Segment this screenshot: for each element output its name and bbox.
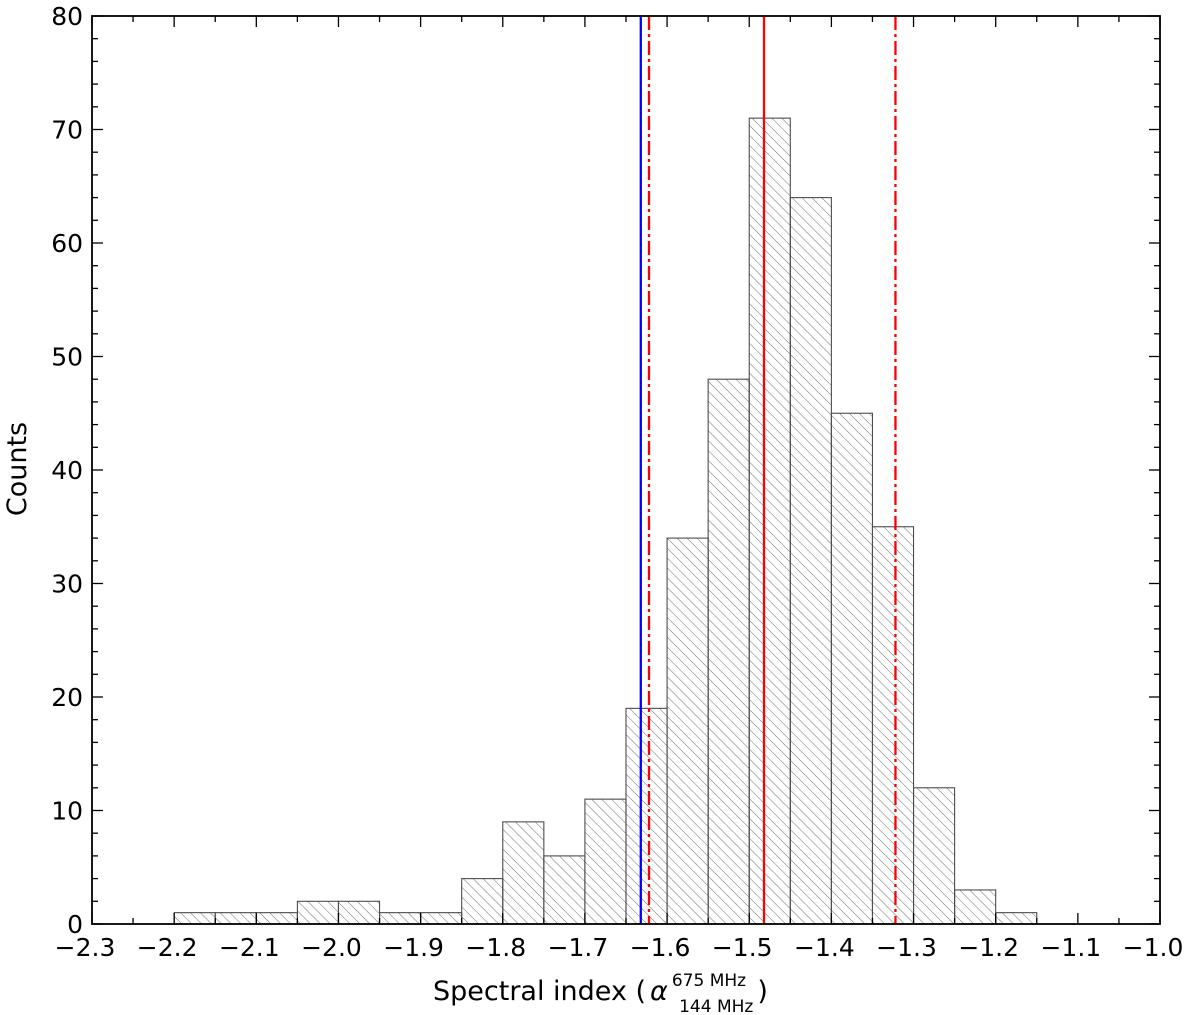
histogram-bar: [255, 912, 298, 925]
x-tick-label: −1.2: [958, 933, 1019, 962]
histogram-bar: [337, 900, 381, 925]
y-tick-label: 50: [51, 343, 83, 372]
histogram-bar: [584, 798, 627, 925]
histogram-bar: [420, 912, 463, 925]
x-axis-label-superscript: 675 MHz: [672, 971, 746, 991]
histogram-bar: [912, 787, 956, 925]
x-axis-label-subscript: 144 MHz: [679, 997, 753, 1015]
histogram-bar: [543, 855, 586, 925]
histogram-bars: [173, 117, 1038, 925]
x-tick-label: −1.8: [465, 933, 526, 962]
x-tick-label: −1.0: [1123, 933, 1184, 962]
histogram-bar: [666, 537, 709, 925]
x-tick-label: −2.2: [137, 933, 198, 962]
y-tick-label: 70: [51, 116, 83, 145]
y-tick-label: 10: [51, 797, 83, 826]
x-tick-label: −1.5: [712, 933, 773, 962]
histogram-bar: [173, 912, 216, 925]
x-tick-label: −1.7: [548, 933, 609, 962]
histogram-bar: [789, 197, 832, 925]
histogram-bar: [214, 912, 257, 925]
y-tick-label: 40: [51, 456, 83, 485]
histogram-bar: [954, 889, 997, 925]
y-tick-label: 60: [51, 229, 83, 258]
x-axis-label: Spectral index ( α 675 MHz 144 MHz ): [433, 971, 768, 1015]
histogram-bar: [995, 912, 1038, 925]
y-tick-label: 30: [51, 570, 83, 599]
x-tick-labels: −2.3 −2.2 −2.1 −2.0 −1.9 −1.8 −1.7 −1.6 −1.5 −1.4…: [55, 933, 1184, 962]
axis-ticks: [91, 15, 1161, 925]
x-tick-label: −2.0: [301, 933, 362, 962]
reference-lines: [639, 16, 897, 924]
y-tick-label: 80: [51, 2, 83, 31]
histogram-bar: [871, 526, 915, 925]
histogram-bar: [378, 912, 422, 925]
x-axis-label-suffix: ): [757, 976, 768, 1007]
x-tick-label: −1.6: [630, 933, 691, 962]
histogram-bar: [461, 878, 504, 925]
y-tick-label: 0: [67, 910, 83, 939]
histogram-bar: [625, 707, 668, 925]
x-tick-label: −1.9: [383, 933, 444, 962]
x-tick-label: −1.4: [794, 933, 855, 962]
histogram-bar: [830, 412, 874, 925]
histogram-bar: [296, 900, 340, 925]
x-tick-label: −1.1: [1040, 933, 1101, 962]
x-axis-label-symbol: α: [650, 976, 668, 1007]
x-tick-label: −2.3: [55, 933, 116, 962]
x-axis-label-prefix: Spectral index (: [433, 976, 646, 1007]
y-tick-label: 20: [51, 683, 83, 712]
y-tick-labels: 0 10 20 30 40 50 60 70 80: [51, 2, 83, 939]
x-tick-label: −1.3: [876, 933, 937, 962]
y-axis-label: Counts: [2, 422, 33, 516]
histogram-bar: [748, 117, 791, 925]
histogram-bar: [707, 378, 750, 925]
histogram-bar: [502, 821, 545, 925]
x-tick-label: −2.1: [219, 933, 280, 962]
